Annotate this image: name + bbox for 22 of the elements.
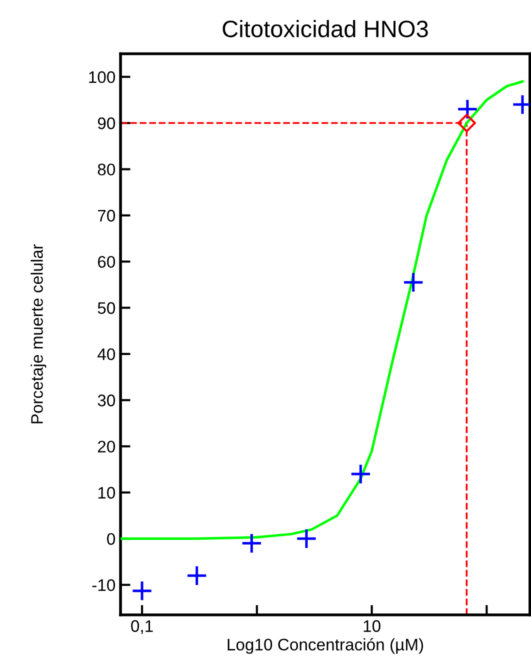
- y-tick-label: 30: [98, 394, 116, 406]
- y-tick-label: -10: [92, 579, 116, 592]
- y-tick-label: 90: [98, 117, 116, 130]
- y-tick-label: 60: [98, 256, 116, 268]
- y-axis-title: Porcetaje muerte celular: [30, 244, 46, 424]
- x-axis-title: Log10 Concentración (µM): [228, 638, 424, 654]
- y-tick-label: 40: [98, 348, 116, 360]
- y-tick-label: 50: [98, 302, 116, 314]
- x-tick-label: 0,1: [131, 620, 153, 634]
- point: [186, 565, 208, 586]
- y-tick-label: 10: [98, 486, 116, 499]
- point: [402, 272, 424, 293]
- point: [456, 98, 478, 120]
- y-tick-label: 100: [89, 71, 116, 84]
- y-tick-label: 0: [107, 533, 116, 545]
- point: [296, 528, 318, 550]
- chart-title: Citotoxicidad HNO3: [222, 20, 428, 38]
- point: [350, 463, 372, 485]
- y-tick-label: 20: [98, 440, 116, 453]
- point: [241, 532, 262, 554]
- y-tick-label: 70: [98, 210, 116, 222]
- y-tick-label: 80: [98, 164, 116, 176]
